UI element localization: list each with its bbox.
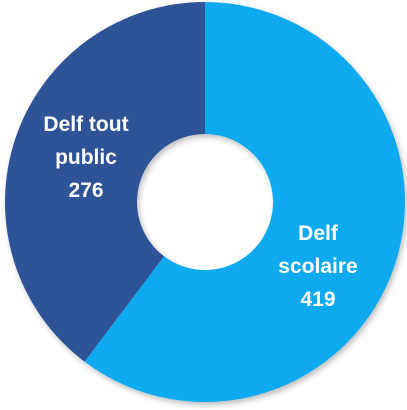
slice-value-1: 276 <box>68 179 103 202</box>
slice-label-line-0-1: scolaire <box>278 255 357 278</box>
slices-group <box>4 2 405 403</box>
slice-value-0: 419 <box>300 288 335 311</box>
labels-group: Delf scolaire 419 Delf tout public 276 <box>43 113 357 311</box>
slice-label-0: Delf scolaire 419 <box>278 222 357 311</box>
donut-slice-1 <box>4 2 206 362</box>
slice-label-line-1-0: Delf tout <box>43 113 128 136</box>
donut-slice-0 <box>84 2 405 403</box>
slice-label-line-1-1: public <box>55 146 117 169</box>
slice-label-line-0-0: Delf <box>298 222 339 245</box>
slice-label-1: Delf tout public 276 <box>43 113 128 202</box>
